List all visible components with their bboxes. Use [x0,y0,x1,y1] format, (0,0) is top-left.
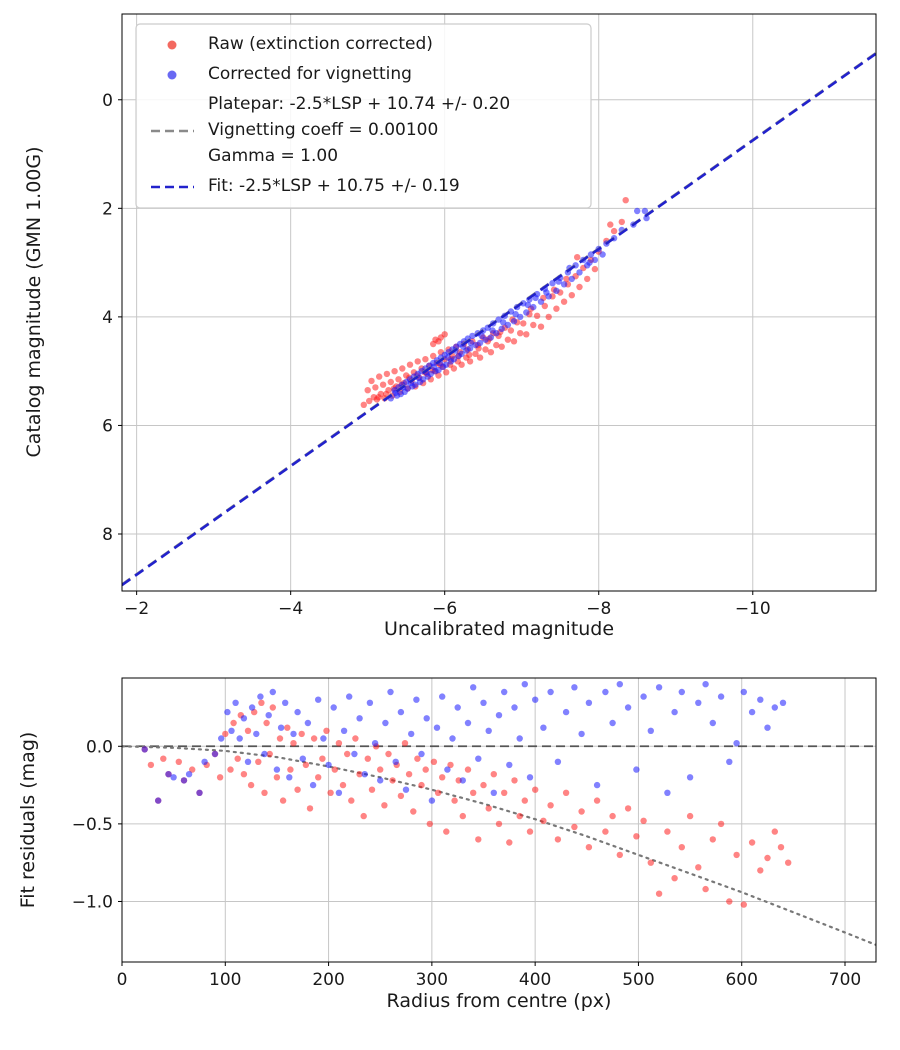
legend-label: Platepar: -2.5*LSP + 10.74 +/- 0.20 [208,94,510,114]
legend-label: Gamma = 1.00 [208,146,338,166]
svg-text:700: 700 [829,970,861,990]
axes-spines-top [121,13,877,592]
svg-text:−10: −10 [735,599,771,619]
top-ylabel: Catalog magnitude (GMN 1.00G) [23,146,45,458]
svg-text:100: 100 [209,970,241,990]
bottom-xlabel: Radius from centre (px) [386,990,612,1012]
svg-text:−1.0: −1.0 [72,892,113,912]
tick-labels-top: −2 −4 −6 −8 −10 0 2 4 6 8 [102,91,771,619]
vignetting-residuals-points [141,681,787,804]
svg-text:−4: −4 [278,599,303,619]
svg-text:8: 8 [102,525,113,545]
svg-text:500: 500 [622,970,654,990]
svg-text:0: 0 [102,91,113,111]
svg-text:600: 600 [725,970,757,990]
legend-label: Corrected for vignetting [208,64,412,84]
legend-marker-dot [167,40,177,50]
axes-spines-bottom [121,677,877,963]
svg-text:300: 300 [416,970,448,990]
raw-extinction-corrected--points [360,197,629,408]
legend: Raw (extinction corrected) Corrected for … [135,23,592,209]
svg-text:−8: −8 [586,599,611,619]
svg-text:4: 4 [102,308,113,328]
top-xlabel: Uncalibrated magnitude [383,618,615,640]
legend-label: Raw (extinction corrected) [208,34,433,54]
raw-residuals-points [141,699,792,908]
svg-text:400: 400 [519,970,551,990]
svg-text:6: 6 [102,416,113,436]
svg-text:0: 0 [117,970,128,990]
bottom-ylabel: Fit residuals (mag) [17,731,39,909]
svg-text:200: 200 [312,970,344,990]
series-bottom [122,681,876,947]
tick-labels-bottom: 0 100 200 300 400 500 600 700 0.0 −0.5 −1.0 [72,737,862,990]
vignetting-model-curve [122,745,876,947]
svg-text:−6: −6 [432,599,457,619]
legend-label: Vignetting coeff = 0.00100 [208,120,438,140]
corrected-for-vignetting-points [387,207,650,402]
svg-text:2: 2 [102,199,113,219]
legend-marker-dot [167,70,177,80]
svg-text:−0.5: −0.5 [72,815,113,835]
svg-text:−2: −2 [124,599,149,619]
svg-text:0.0: 0.0 [86,737,113,757]
fit-2-5-lsp-10-75-0-19 [122,52,876,587]
legend-label: Fit: -2.5*LSP + 10.75 +/- 0.19 [208,176,460,196]
series-top [122,52,876,587]
